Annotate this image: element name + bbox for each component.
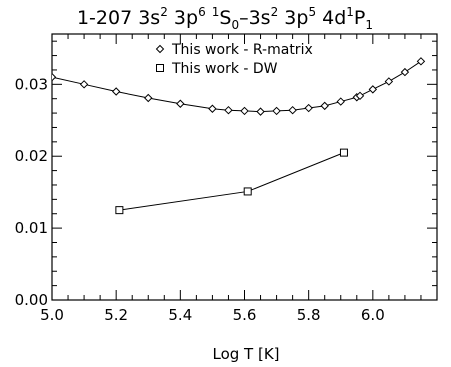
data-point [176,99,185,108]
title-sub-3: 0 [231,18,239,32]
title-sub-7: 1 [365,18,373,32]
series-dw [115,148,348,215]
title-sup-6: 1 [346,5,354,19]
title-part-3: S [219,7,231,29]
y-tick-label: 0.01 [15,219,48,237]
data-point [304,103,313,113]
title-sup-0: 2 [160,5,168,19]
x-tick-label: 5.6 [233,306,257,324]
title-part-0: 1-207 3s [77,7,160,29]
x-tick-label: 5.0 [40,306,64,324]
title-sup-2: 1 [212,5,220,19]
x-axis: 5.0 5.2 5.4 5.6 5.8 6.0 [40,34,438,324]
y-tick-label: 0.00 [15,291,48,309]
data-point [384,77,394,86]
data-point [256,107,265,116]
data-point [115,206,124,215]
x-tick-label: 6.0 [361,306,385,324]
x-tick-label: 5.8 [297,306,321,324]
title-part-4: –3s [239,7,271,29]
title-part-5: 3p [278,7,308,29]
legend-marker [156,64,164,72]
title-sup-5: 5 [308,5,316,19]
chart-title: 1-207 3s2​ 3p6​ 1​S0​–3s2​ 3p5​ 4d1​P1​ [77,5,373,32]
title-sup-1: 6 [198,5,206,19]
data-point [272,106,281,116]
legend-entry: This work - R-matrix [171,42,313,58]
series-line [119,152,345,211]
series-layer [51,57,426,215]
data-point [224,105,233,115]
title-sup-4: 2 [271,5,279,19]
data-point [243,187,252,196]
data-point [339,148,348,157]
title-part-6: 4d [316,7,346,29]
legend: This work - R-matrix This work - DW [155,42,313,77]
title-part-7: P [354,7,365,29]
x-axis-label: Log T [K] [212,345,279,363]
data-point [368,85,378,94]
legend-marker [155,44,165,54]
data-point [79,80,89,89]
y-tick-label: 0.02 [15,147,48,165]
x-tick-label: 5.2 [104,306,128,324]
x-tick-label: 5.4 [168,306,192,324]
series-r-matrix [51,57,426,116]
data-point [416,57,426,66]
y-tick-label: 0.03 [15,75,48,93]
data-point [144,93,153,103]
legend-entry: This work - DW [171,61,278,77]
data-point [320,101,329,111]
title-part-1: 3p [168,7,198,29]
data-point [400,67,410,77]
data-point [111,87,121,96]
data-point [240,106,249,116]
data-point [288,105,297,115]
data-point [336,97,345,106]
data-point [52,72,57,82]
y-axis: 0.00 0.01 0.02 0.03 [15,40,437,309]
data-point [208,104,217,113]
data-point [355,91,365,101]
